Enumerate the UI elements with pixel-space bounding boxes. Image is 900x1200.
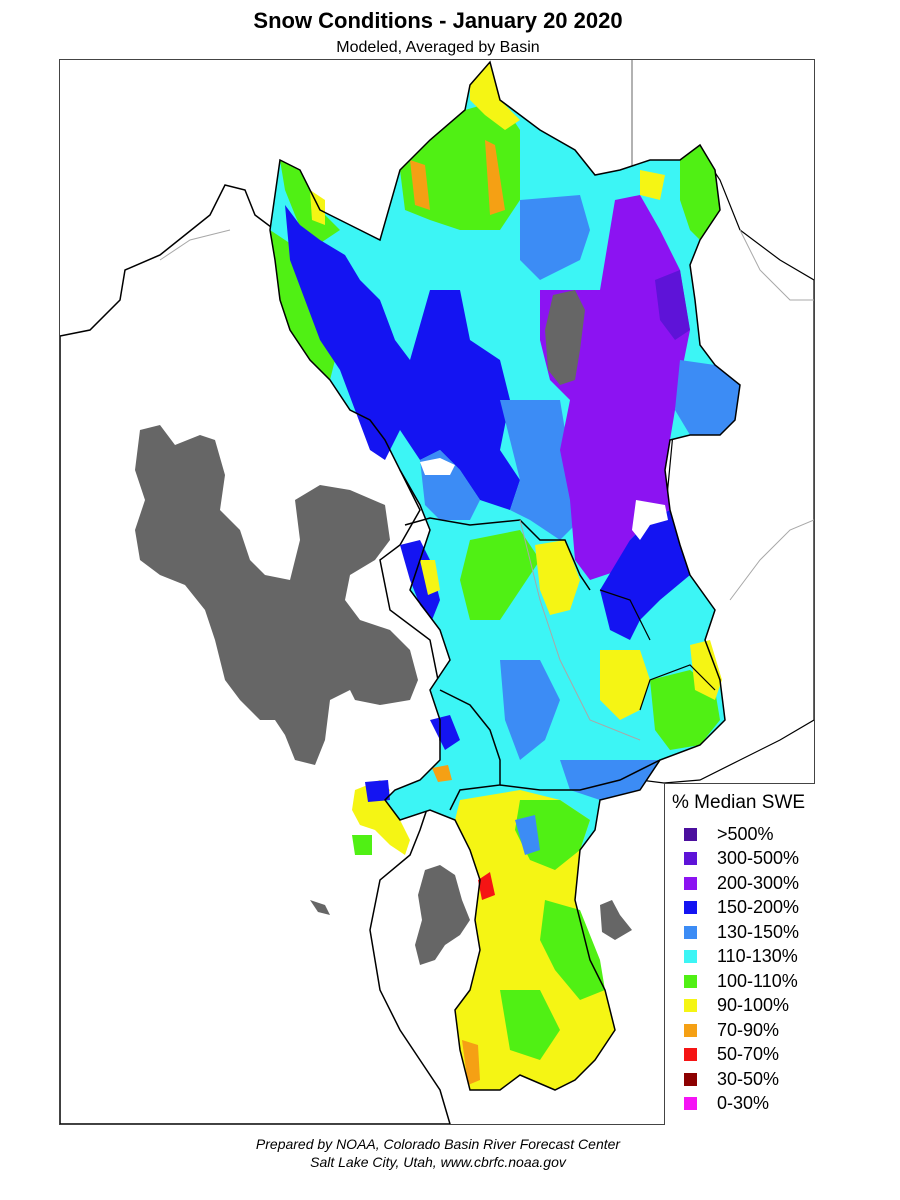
- region-west-green: [352, 835, 372, 855]
- region-yellow-s: [455, 790, 615, 1090]
- river-2: [729, 519, 814, 601]
- region-west-patch: [352, 780, 410, 855]
- legend-label: 70-90%: [717, 1019, 780, 1040]
- region-orange-n1: [410, 160, 430, 210]
- region-green-s2: [540, 900, 605, 1000]
- legend-item: 300-500%: [684, 847, 815, 872]
- region-yellow-ne: [640, 170, 665, 200]
- subbasin-line-2: [439, 689, 501, 811]
- legend-label: 200-300%: [717, 872, 800, 893]
- map-frame: [59, 59, 815, 1125]
- map-title: Snow Conditions - January 20 2020: [253, 8, 623, 33]
- region-red-s: [478, 872, 495, 900]
- legend-label: 300-500%: [717, 848, 800, 869]
- region-midblue-s2: [515, 815, 540, 855]
- subbasin-line-4: [639, 664, 716, 711]
- legend-item: 0-30%: [684, 1092, 815, 1117]
- region-small-yellow-1: [420, 560, 440, 595]
- legend-label: 130-150%: [717, 921, 800, 942]
- legend-item: 200-300%: [684, 871, 815, 896]
- region-midblue-c2: [500, 660, 560, 760]
- inner-lake: [545, 290, 585, 385]
- region-violet: [655, 270, 690, 340]
- utah-lake: [415, 865, 470, 965]
- region-midblue-c: [520, 195, 590, 280]
- region-green-nw: [280, 160, 340, 250]
- legend-swatch: [684, 876, 697, 890]
- legend-swatch: [684, 901, 697, 915]
- unmodeled-patch-1: [420, 458, 455, 475]
- legend-label: 50-70%: [717, 1044, 780, 1065]
- legend-title: % Median SWE: [672, 792, 806, 813]
- legend-item: 50-70%: [684, 1043, 815, 1068]
- legend-swatch: [684, 999, 697, 1013]
- region-blue-west: [285, 205, 520, 510]
- region-purple: [540, 195, 690, 580]
- legend-label: >500%: [717, 823, 774, 844]
- small-lake-2: [310, 900, 330, 915]
- region-midblue-s: [500, 400, 580, 540]
- credit-line-1: Prepared by NOAA, Colorado Basin River F…: [255, 1136, 621, 1152]
- legend-item: >500%: [684, 822, 815, 847]
- legend-swatch: [684, 950, 697, 964]
- region-green-ne: [680, 145, 720, 240]
- modeled-region-outline: [269, 60, 741, 1091]
- legend: % Median SWE >500% 300-500% 200-300% 150…: [664, 783, 815, 1125]
- legend-label: 0-30%: [717, 1093, 770, 1114]
- legend-swatch: [684, 1048, 697, 1062]
- subbasin-line-1: [404, 517, 591, 591]
- legend-item: 110-130%: [684, 945, 815, 970]
- region-yellow-e: [600, 650, 650, 720]
- region-small-orange: [432, 765, 452, 782]
- region-small-blue-2: [430, 715, 460, 750]
- legend-label: 30-50%: [717, 1068, 780, 1089]
- legend-item: 100-110%: [684, 969, 815, 994]
- legend-item: 130-150%: [684, 920, 815, 945]
- legend-swatch: [684, 1023, 697, 1037]
- subbasin-line-3: [499, 759, 661, 791]
- region-green-c: [460, 530, 540, 620]
- legend-item: 150-200%: [684, 896, 815, 921]
- legend-swatch: [684, 974, 697, 988]
- region-orange-n2: [485, 140, 505, 215]
- legend-item: 70-90%: [684, 1018, 815, 1043]
- map-subtitle: Modeled, Averaged by Basin: [336, 39, 540, 56]
- legend-swatch: [684, 1097, 697, 1111]
- region-west-patch-blue: [365, 780, 390, 802]
- river-3: [739, 229, 814, 301]
- legend-label: 110-130%: [717, 946, 798, 967]
- region-green-s3: [500, 990, 560, 1060]
- legend-label: 150-200%: [717, 897, 800, 918]
- subbasin-line-5: [599, 589, 651, 641]
- legend-item: 90-100%: [684, 994, 815, 1019]
- legend-items: >500% 300-500% 200-300% 150-200% 130-150…: [684, 822, 815, 1116]
- great-salt-lake: [135, 425, 418, 765]
- legend-swatch: [684, 1072, 697, 1086]
- region-midblue-east: [675, 360, 740, 435]
- legend-label: 100-110%: [717, 970, 798, 991]
- region-midblue-se: [560, 760, 660, 800]
- legend-swatch: [684, 852, 697, 866]
- legend-swatch: [684, 925, 697, 939]
- region-yellow-c: [535, 540, 580, 615]
- legend-swatch: [684, 827, 697, 841]
- region-yellow-e2: [690, 640, 722, 700]
- river-4: [159, 229, 231, 261]
- legend-item: 30-50%: [684, 1067, 815, 1092]
- region-blue-east: [600, 510, 690, 640]
- river-1: [519, 519, 641, 741]
- small-lake-1: [600, 900, 632, 940]
- region-yellow-top: [470, 62, 520, 130]
- credit-line-2: Salt Lake City, Utah, www.cbrfc.noaa.gov: [310, 1154, 566, 1170]
- unmodeled-patch-2: [632, 500, 668, 540]
- legend-label: 90-100%: [717, 995, 790, 1016]
